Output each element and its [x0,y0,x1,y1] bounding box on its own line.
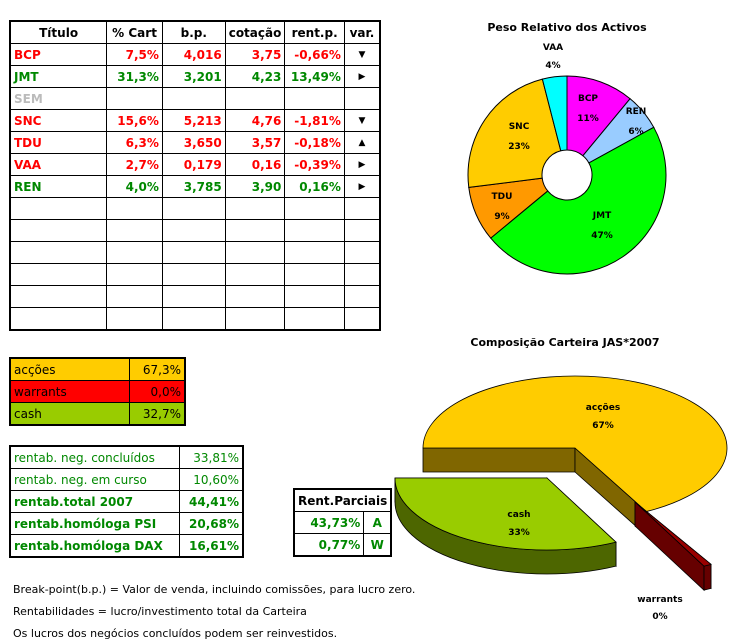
slice-label: REN [626,107,647,117]
chart-title: Peso Relativo dos Activos [487,21,647,34]
quote: 4,23 [224,65,286,88]
header-cell: var. [343,20,381,44]
allocation-row: acções 67,3% [9,357,186,381]
slice-value: 6% [628,127,643,137]
slice-cash-slice [394,477,617,551]
break-point: 3,650 [161,131,226,154]
slice-value: 0% [652,612,667,622]
slice-label: SNC [509,122,530,132]
returns-table: rentab. neg. concluídos 33,81% rentab. neg… [9,445,244,558]
table-row: JMT 31,3% 3,201 4,23 13,49% ▶ [9,65,381,88]
return-value: 16,61% [179,534,244,558]
allocation-label: warrants [9,380,130,403]
pct-cart: 15,6% [106,109,163,132]
slice-warrants-side [703,563,712,591]
note-breakpoint: Break-point(b.p.) = Valor de venda, incl… [13,583,416,596]
slice-value: 11% [577,114,599,124]
slice-warrants-slice [634,501,712,567]
slice-accoes-edge [422,447,576,473]
return-value: 33,81% [179,445,244,469]
return-label: rentab.homóloga PSI [9,512,180,535]
empty-row [9,197,381,220]
header-cell: rent.p. [284,20,345,44]
note-reinvest: Os lucros dos negócios concluídos podem … [13,627,338,640]
partial-code: W [363,533,392,557]
allocation-value: 0,0% [129,380,186,403]
slice-label: warrants [637,595,682,605]
empty-row [9,219,381,242]
slice-value: 33% [508,528,530,538]
slice-value: 9% [494,212,509,222]
return-row: rentab.homóloga DAX 16,61% [9,534,244,558]
holdings-table: Título% Cart b.p. cotação rent.p. var. BCP 7… [9,20,381,331]
slice-label: VAA [543,43,563,53]
partial-value: 43,73% [293,511,365,534]
empty-row [9,285,381,308]
table-row: BCP 7,5% 4,016 3,75 -0,66% ▼ [9,43,381,66]
slice-jmt [490,126,667,275]
slice-value: 67% [592,421,614,431]
return-row: rentab.total 2007 44,41% [9,490,244,513]
ticker: JMT [9,65,108,88]
return-value: 20,68% [179,512,244,535]
allocation-label: cash [9,402,130,426]
return-row: rentab.homóloga PSI 20,68% [9,512,244,535]
slice-warrants-edge [634,501,705,592]
partial-returns-table: Rent.Parciais 43,73% A 0,77% W [293,488,393,557]
partial-value: 0,77% [293,533,365,557]
note-returns: Rentabilidades = lucro/investimento tota… [13,605,307,618]
allocation-row: cash 32,7% [9,402,186,426]
empty-row [9,307,381,331]
return: 13,49% [284,65,345,88]
quote: 3,75 [224,43,286,66]
slice-value: 4% [545,61,560,71]
slice-value: 23% [508,142,530,152]
return-row: rentab. neg. concluídos 33,81% [9,445,244,469]
table-row: REN 4,0% 3,785 3,90 0,16% ▶ [9,175,381,198]
table-row: VAA 2,7% 0,179 0,16 -0,39% ▶ [9,153,381,176]
return: -1,81% [284,109,345,132]
break-point: 0,179 [161,153,226,176]
allocation-value: 32,7% [129,402,186,426]
return: 0,16% [284,175,345,198]
return-label: rentab.homóloga DAX [9,534,180,558]
return-row: rentab. neg. em curso 10,60% [9,468,244,491]
slice-vaa [541,75,568,152]
slice-snc [467,78,562,188]
return: -0,66% [284,43,345,66]
slice-label: TDU [492,192,513,202]
partial-code: A [363,511,392,534]
slice-accoes-slice [422,375,728,513]
allocation-table: acções 67,3% warrants 0,0% cash 32,7% [9,357,186,426]
allocation-row: warrants 0,0% [9,380,186,403]
quote: 3,57 [224,131,286,154]
slice-label: BCP [578,94,598,104]
header-cell: b.p. [161,20,226,44]
slice-label: acções [586,403,620,413]
slice-label: JMT [592,211,612,221]
slice-label: cash [507,510,530,520]
return-label: rentab. neg. concluídos [9,445,180,469]
header-cell: % Cart [106,20,163,44]
chart-title: Composição Carteira JAS*2007 [470,336,659,349]
return-value: 44,41% [179,490,244,513]
slice-value: 47% [591,231,613,241]
